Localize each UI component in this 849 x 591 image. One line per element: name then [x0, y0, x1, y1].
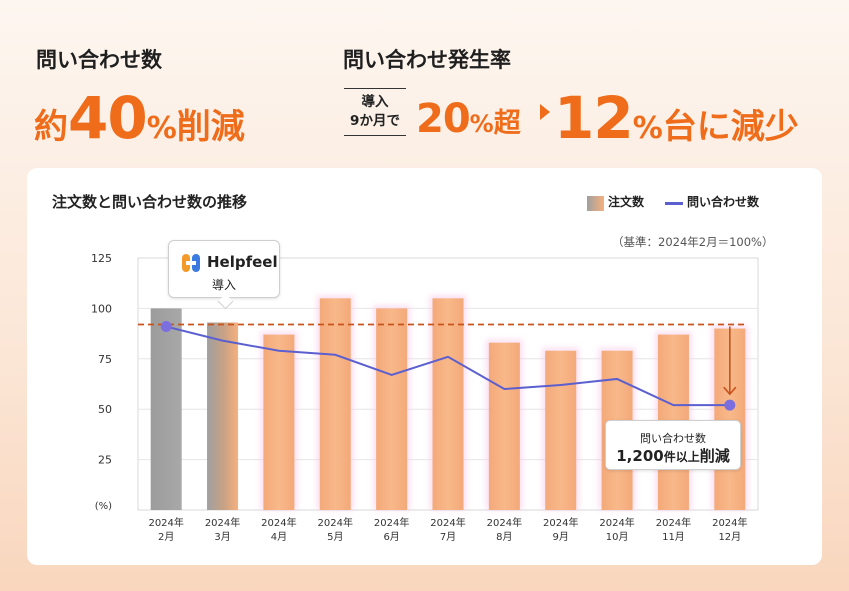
x-tick-year: 2024年 — [374, 516, 409, 529]
x-tick-month: 4月 — [271, 531, 287, 543]
bar-orders — [433, 298, 464, 510]
x-tick-month: 3月 — [214, 531, 230, 543]
y-tick-label: 100 — [91, 302, 112, 315]
helpfeel-logo-icon — [181, 253, 201, 273]
line-point-end — [724, 400, 735, 411]
reduction-line2: 1,200件以上削減 — [606, 445, 740, 466]
x-tick-month: 9月 — [553, 531, 569, 543]
bar-orders — [151, 308, 182, 510]
bar-orders — [207, 323, 238, 510]
x-tick-month: 10月 — [606, 531, 629, 543]
helpfeel-brand: Helpfeel — [207, 253, 278, 271]
y-tick-label: 25 — [98, 454, 112, 467]
x-tick-month: 12月 — [718, 531, 741, 543]
x-tick-year: 2024年 — [318, 516, 353, 529]
bar-orders — [376, 308, 407, 510]
callout-helpfeel-intro: Helpfeel 導入 — [168, 240, 280, 298]
x-tick-year: 2024年 — [712, 516, 747, 529]
x-tick-year: 2024年 — [430, 516, 465, 529]
x-tick-month: 11月 — [662, 531, 685, 543]
bar-orders — [489, 343, 520, 510]
x-tick-year: 2024年 — [487, 516, 522, 529]
line-point-start — [161, 321, 172, 332]
y-tick-label: 75 — [98, 353, 112, 366]
x-tick-year: 2024年 — [205, 516, 240, 529]
y-tick-label: 50 — [98, 403, 112, 416]
reduction-line1: 問い合わせ数 — [606, 430, 740, 446]
x-tick-year: 2024年 — [599, 516, 634, 529]
y-tick-label: 125 — [91, 252, 112, 265]
bar-orders — [545, 351, 576, 510]
x-tick-year: 2024年 — [656, 516, 691, 529]
y-axis-unit: (%) — [95, 501, 112, 512]
reduction-action: 削減 — [700, 447, 730, 465]
x-tick-year: 2024年 — [261, 516, 296, 529]
reduction-amount: 1,200 — [616, 447, 663, 465]
x-tick-year: 2024年 — [148, 516, 183, 529]
x-tick-month: 2月 — [158, 531, 174, 543]
chart-plot: 25 50 75 100 125 (%) 2024年 2月 2024年 3月 2024年 4月 202… — [0, 0, 849, 591]
helpfeel-intro-text: 導入 — [169, 276, 279, 293]
x-tick-month: 6月 — [383, 531, 399, 543]
bar-orders — [320, 298, 351, 510]
x-tick-month: 8月 — [496, 531, 512, 543]
x-tick-month: 7月 — [440, 531, 456, 543]
x-tick-month: 5月 — [327, 531, 343, 543]
reduction-unit: 件以上 — [664, 450, 700, 464]
bar-orders — [263, 335, 294, 510]
callout-reduction: 問い合わせ数 1,200件以上削減 — [605, 420, 741, 470]
x-tick-year: 2024年 — [543, 516, 578, 529]
